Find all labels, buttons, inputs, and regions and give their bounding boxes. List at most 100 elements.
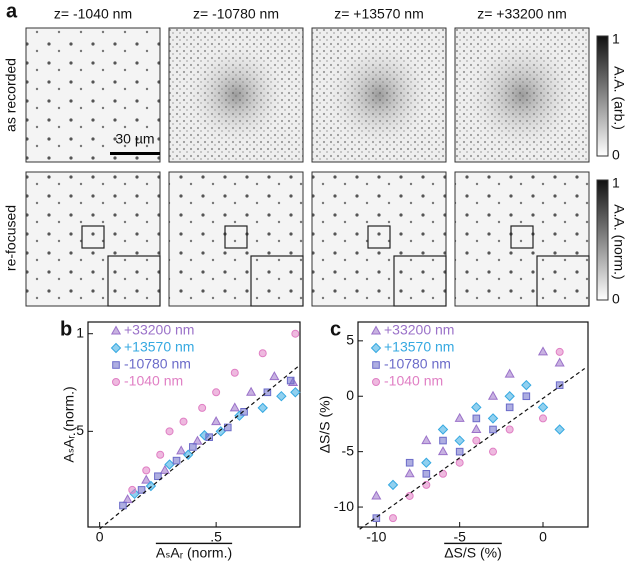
point (211, 416, 222, 426)
y-tick-label: -10 (334, 498, 354, 514)
fit-line (359, 368, 586, 530)
plot-frame (357, 321, 589, 528)
point (215, 426, 226, 437)
point (246, 386, 257, 396)
x-tick-label: -5 (453, 529, 466, 545)
legend-label: +13570 nm (384, 339, 454, 355)
point (437, 424, 449, 435)
legend-marker (110, 325, 122, 335)
point (454, 412, 465, 422)
x-tick-label: 0 (96, 529, 104, 545)
point (182, 449, 194, 460)
column-title: z= -1040 nm (54, 6, 132, 22)
point (263, 388, 272, 397)
point (521, 379, 532, 391)
panel-label: a (6, 0, 18, 22)
x-axis-label: AₛAᵣ (norm.) (156, 545, 232, 561)
point (489, 425, 497, 434)
colorbar-min: 0 (612, 147, 620, 163)
panel-label: b (60, 318, 72, 340)
point (372, 514, 381, 522)
row-label: as recorded (3, 58, 19, 132)
point (405, 458, 414, 467)
point (505, 425, 514, 434)
point (172, 456, 181, 465)
point (240, 408, 248, 416)
row-label: re-focused (3, 205, 19, 271)
legend-marker (112, 378, 120, 386)
point (189, 443, 197, 451)
point (141, 474, 152, 484)
zoom-box (81, 225, 105, 249)
point (286, 376, 295, 385)
point (487, 390, 499, 400)
inset (393, 255, 447, 307)
image-blur (321, 37, 437, 153)
legend-label: +33200 nm (124, 322, 194, 338)
zoom-box (367, 225, 391, 249)
point (472, 436, 481, 445)
y-tick-label: 1 (76, 324, 84, 340)
point (276, 390, 287, 402)
zoom-box (224, 225, 248, 249)
point (389, 514, 397, 523)
point (555, 381, 564, 389)
point (128, 485, 137, 494)
point (212, 388, 221, 397)
inset (250, 255, 304, 307)
legend-marker (370, 325, 382, 335)
point (192, 435, 203, 445)
colorbar-max: 1 (612, 31, 620, 47)
point (554, 357, 565, 367)
point (504, 368, 515, 378)
point (522, 392, 531, 401)
zoom-box (510, 225, 534, 249)
point (421, 457, 432, 468)
y-axis-label: ΔS/S (%) (317, 396, 333, 454)
point (422, 470, 431, 478)
legend-label: -1040 nm (124, 373, 183, 389)
image-blur (460, 33, 584, 157)
point (539, 414, 547, 423)
point (137, 486, 146, 494)
point (371, 490, 382, 500)
scale-bar-label: 30 µm (115, 131, 154, 147)
point (164, 459, 175, 470)
column-title: z= -10780 nm (193, 6, 279, 22)
y-tick-label: .5 (72, 422, 84, 438)
y-axis-label: AₛAᵣ (norm.) (61, 386, 77, 462)
point (455, 458, 464, 467)
point (154, 472, 162, 481)
fit-line (99, 364, 301, 530)
point (537, 402, 549, 413)
x-tick-label: -10 (366, 529, 386, 545)
y-tick-label: -5 (342, 442, 355, 458)
point (471, 402, 482, 413)
legend-marker (370, 342, 382, 354)
point (437, 446, 449, 456)
inset (107, 255, 161, 307)
point (554, 424, 565, 435)
point (489, 447, 497, 456)
image-blur (181, 40, 291, 150)
point (142, 466, 151, 475)
legend-marker (110, 342, 122, 354)
colorbar (596, 35, 609, 157)
point (156, 450, 165, 459)
point (223, 423, 232, 432)
point (387, 479, 399, 491)
point (119, 501, 127, 510)
point (198, 403, 207, 412)
scale-bar (110, 152, 160, 155)
colorbar-max: 1 (612, 175, 620, 191)
colorbar-min: 0 (612, 291, 620, 307)
point (229, 402, 240, 412)
column-title: z= +13570 nm (334, 6, 424, 22)
point (455, 447, 464, 456)
point (504, 391, 515, 402)
legend-label: -10780 nm (384, 356, 451, 372)
point (422, 480, 431, 489)
x-tick-label: 0 (539, 529, 547, 545)
point (404, 468, 415, 478)
